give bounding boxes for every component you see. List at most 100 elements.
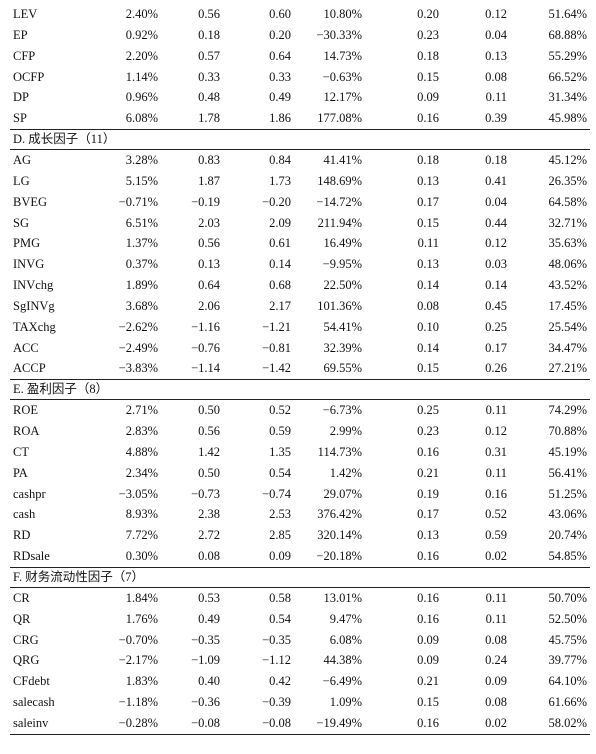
value-cell: 35.63% bbox=[548, 236, 587, 251]
table-row: saleinv −0.28% −0.08 −0.08 −19.49% 0.16 0.02 58… bbox=[10, 713, 590, 734]
table-row: CFdebt 1.83% 0.40 0.42 −6.49% 0.21 0.09 64.10% bbox=[10, 671, 590, 692]
value-cell: 69.55% bbox=[323, 361, 362, 376]
table-row: OCFP 1.14% 0.33 0.33 −0.63% 0.15 0.08 66.52% bbox=[10, 67, 590, 88]
factor-name: ACC bbox=[13, 340, 39, 355]
table-row: AG 3.28% 0.83 0.84 41.41% 0.18 0.18 45.12% bbox=[10, 150, 590, 171]
value-cell: 0.16 bbox=[417, 444, 439, 459]
value-cell: −0.28% bbox=[118, 715, 158, 730]
value-cell: 0.53 bbox=[198, 590, 220, 605]
value-cell: 0.57 bbox=[198, 48, 220, 63]
table-row: RDsale 0.30% 0.08 0.09 −20.18% 0.16 0.02 54.85% bbox=[10, 546, 590, 567]
value-cell: 1.37% bbox=[125, 236, 158, 251]
value-cell: 51.25% bbox=[548, 486, 587, 501]
value-cell: 0.04 bbox=[485, 194, 507, 209]
value-cell: 0.40 bbox=[198, 674, 220, 689]
value-cell: 0.08 bbox=[485, 695, 507, 710]
value-cell: 0.13 bbox=[417, 528, 439, 543]
value-cell: 29.07% bbox=[323, 486, 362, 501]
value-cell: 0.15 bbox=[417, 215, 439, 230]
value-cell: 52.50% bbox=[548, 611, 587, 626]
value-cell: 0.50 bbox=[198, 465, 220, 480]
value-cell: 0.11 bbox=[485, 90, 507, 105]
value-cell: 0.02 bbox=[485, 549, 507, 564]
value-cell: 0.45 bbox=[485, 298, 507, 313]
value-cell: 0.12 bbox=[485, 424, 507, 438]
value-cell: 64.10% bbox=[548, 674, 587, 689]
value-cell: 0.08 bbox=[198, 549, 220, 564]
value-cell: 70.88% bbox=[548, 424, 587, 438]
value-cell: 0.15 bbox=[417, 695, 439, 710]
value-cell: 74.29% bbox=[548, 403, 587, 418]
value-cell: 31.34% bbox=[548, 90, 587, 105]
factor-name: CRG bbox=[13, 632, 39, 647]
value-cell: 0.14 bbox=[269, 257, 291, 272]
value-cell: 0.18 bbox=[198, 27, 220, 42]
value-cell: 1.35 bbox=[269, 444, 291, 459]
value-cell: 211.94% bbox=[317, 215, 362, 230]
section-header: D. 成长因子（11） bbox=[10, 129, 590, 150]
value-cell: 0.09 bbox=[417, 653, 439, 668]
table-row: SgINVg 3.68% 2.06 2.17 101.36% 0.08 0.45 17.45% bbox=[10, 296, 590, 317]
value-cell: 0.19 bbox=[417, 486, 439, 501]
value-cell: 0.13 bbox=[198, 257, 220, 272]
value-cell: 0.14 bbox=[485, 278, 507, 293]
value-cell: −0.74 bbox=[262, 486, 291, 501]
value-cell: 0.16 bbox=[417, 715, 439, 730]
value-cell: −14.72% bbox=[316, 194, 362, 209]
value-cell: 0.11 bbox=[485, 611, 507, 626]
value-cell: 2.06 bbox=[198, 298, 220, 313]
value-cell: 2.53 bbox=[269, 507, 291, 522]
section-header: F. 财务流动性因子（7） bbox=[10, 567, 590, 588]
table-row: INVG 0.37% 0.13 0.14 −9.95% 0.13 0.03 48.06% bbox=[10, 254, 590, 275]
value-cell: 2.99% bbox=[329, 424, 362, 438]
value-cell: 177.08% bbox=[317, 111, 362, 126]
value-cell: 0.16 bbox=[417, 549, 439, 564]
value-cell: 0.54 bbox=[269, 611, 291, 626]
table-row: DP 0.96% 0.48 0.49 12.17% 0.09 0.11 31.34% bbox=[10, 87, 590, 108]
factor-name: CFP bbox=[13, 48, 36, 63]
table-row: PA 2.34% 0.50 0.54 1.42% 0.21 0.11 56.41% bbox=[10, 463, 590, 484]
value-cell: 0.44 bbox=[485, 215, 507, 230]
table-row: INVchg 1.89% 0.64 0.68 22.50% 0.14 0.14 43.52% bbox=[10, 275, 590, 296]
factor-name: CT bbox=[13, 444, 29, 459]
factor-name: salecash bbox=[13, 695, 55, 710]
value-cell: −0.71% bbox=[118, 194, 158, 209]
value-cell: 0.96% bbox=[125, 90, 158, 105]
factor-name: PA bbox=[13, 465, 28, 480]
value-cell: 0.10 bbox=[417, 319, 439, 334]
table-row: ROE 2.71% 0.50 0.52 −6.73% 0.25 0.11 74.29% bbox=[10, 400, 590, 421]
value-cell: 0.50 bbox=[198, 403, 220, 418]
value-cell: 0.25 bbox=[417, 403, 439, 418]
value-cell: −0.73 bbox=[191, 486, 220, 501]
value-cell: −1.14 bbox=[191, 361, 220, 376]
value-cell: −1.21 bbox=[262, 319, 291, 334]
value-cell: 10.80% bbox=[323, 7, 362, 21]
table-row: QRG −2.17% −1.09 −1.12 44.38% 0.09 0.24 39.77% bbox=[10, 650, 590, 671]
section-rule-bottom bbox=[10, 399, 590, 401]
value-cell: 32.71% bbox=[548, 215, 587, 230]
value-cell: −19.49% bbox=[316, 715, 362, 730]
value-cell: 0.64 bbox=[198, 278, 220, 293]
value-cell: 0.64 bbox=[269, 48, 291, 63]
section-rule-top bbox=[10, 566, 590, 568]
value-cell: 6.08% bbox=[125, 111, 158, 126]
value-cell: 6.51% bbox=[125, 215, 158, 230]
value-cell: 0.52 bbox=[269, 403, 291, 418]
value-cell: 0.11 bbox=[485, 403, 507, 418]
value-cell: −1.18% bbox=[118, 695, 158, 710]
table-row: SP 6.08% 1.78 1.86 177.08% 0.16 0.39 45.98% bbox=[10, 108, 590, 129]
value-cell: −1.12 bbox=[262, 653, 291, 668]
value-cell: 0.83 bbox=[198, 152, 220, 167]
value-cell: 0.49 bbox=[198, 611, 220, 626]
factor-name: INVG bbox=[13, 257, 45, 272]
value-cell: 0.25 bbox=[485, 319, 507, 334]
value-cell: 0.17 bbox=[417, 507, 439, 522]
value-cell: 0.48 bbox=[198, 90, 220, 105]
value-cell: −0.81 bbox=[262, 340, 291, 355]
factor-name: TAXchg bbox=[13, 319, 56, 334]
value-cell: 45.19% bbox=[548, 444, 587, 459]
value-cell: 16.49% bbox=[323, 236, 362, 251]
value-cell: 58.02% bbox=[548, 715, 587, 730]
value-cell: 68.88% bbox=[548, 27, 587, 42]
value-cell: 56.41% bbox=[548, 465, 587, 480]
